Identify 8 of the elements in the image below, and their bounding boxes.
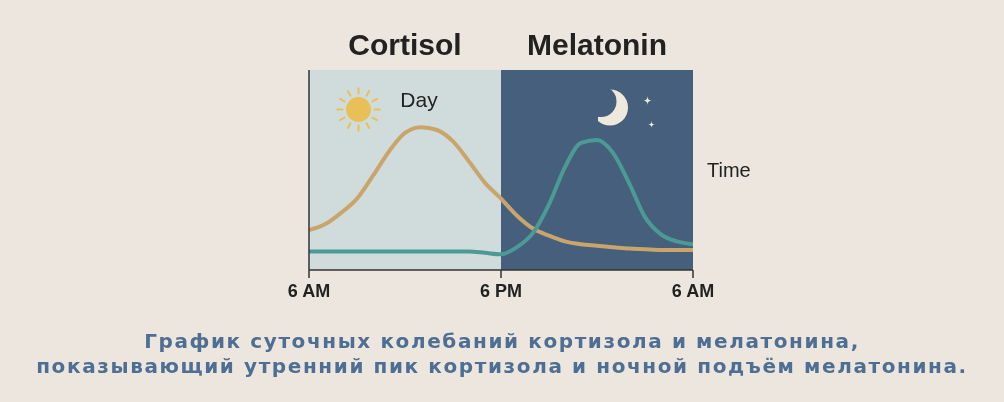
text: График суточных колебаний кортизола и мелатонина, показывающий утренний пик кортизола и ночной подъём мелатонина. [36,329,968,378]
x-tick-label: 6 AM [671,280,715,301]
x-tick-label: 6 AM [287,280,331,301]
x-tick-label: 6 PM [479,280,523,301]
text: Melatonin [527,28,667,61]
x-axis-title: Time [707,159,751,181]
band-label: Day [400,87,439,111]
text: Cortisol [348,28,462,61]
